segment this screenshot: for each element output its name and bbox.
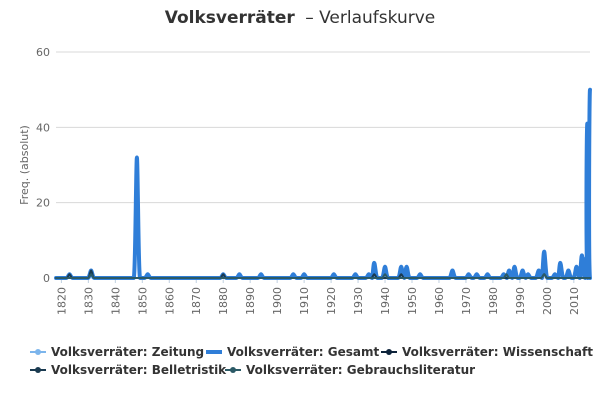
legend-label: Volksverräter: Belletristik (51, 363, 227, 377)
y-tick-label: 0 (43, 272, 50, 285)
x-tick-label: 1930 (352, 287, 365, 315)
legend-label: Volksverräter: Gebrauchsliteratur (246, 363, 475, 377)
x-tick-label: 1950 (406, 287, 419, 315)
x-tick-label: 1920 (325, 287, 338, 315)
legend-item[interactable]: Volksverräter: Zeitung (30, 345, 204, 359)
x-tick-label: 1910 (298, 287, 311, 315)
legend-item[interactable]: Volksverräter: Gebrauchsliteratur (225, 363, 475, 377)
legend-marker (35, 367, 41, 373)
x-tick-label: 1850 (136, 287, 149, 315)
legend-marker (386, 349, 392, 355)
x-tick-label: 1870 (190, 287, 203, 315)
legend: Volksverräter: Zeitung Volksverräter: Ges… (30, 345, 593, 377)
legend-item[interactable]: Volksverräter: Wissenschaft (381, 345, 593, 359)
y-tick-label: 40 (36, 121, 50, 134)
x-axis: 1820 1830 1840 1850 1860 1870 1880 1890 1900 1910… (55, 278, 581, 315)
chart-title-sub: – Verlaufskurve (305, 8, 435, 28)
y-tick-label: 60 (36, 46, 50, 59)
x-tick-label: 1840 (109, 287, 122, 315)
x-tick-label: 1940 (379, 287, 392, 315)
plot-area (54, 87, 592, 280)
x-tick-label: 1970 (460, 287, 473, 315)
x-tick-label: 1990 (514, 287, 527, 315)
y-axis: 0 20 40 60 (36, 46, 50, 285)
x-tick-label: 1890 (244, 287, 257, 315)
x-tick-label: 2010 (568, 287, 581, 315)
x-tick-label: 1830 (82, 287, 95, 315)
legend-item[interactable]: Volksverräter: Gesamt (206, 345, 380, 359)
x-tick-label: 1880 (217, 287, 230, 315)
legend-label: Volksverräter: Wissenschaft (402, 345, 593, 359)
x-tick-label: 1820 (55, 287, 68, 315)
legend-label: Volksverräter: Zeitung (51, 345, 204, 359)
x-tick-label: 1900 (271, 287, 284, 315)
x-tick-label: 2000 (541, 287, 554, 315)
series-line[interactable] (54, 87, 592, 280)
chart-title-main: Volksverräter (165, 8, 296, 28)
legend-label: Volksverräter: Gesamt (227, 345, 380, 359)
legend-marker (35, 349, 41, 355)
x-tick-label: 1860 (163, 287, 176, 315)
legend-marker (230, 367, 236, 373)
y-axis-title: Freq. (absolut) (18, 125, 31, 205)
chart-title: Volksverräter – Verlaufskurve (165, 8, 436, 28)
series-line[interactable] (55, 273, 591, 279)
x-tick-label: 1980 (487, 287, 500, 315)
legend-item[interactable]: Volksverräter: Belletristik (30, 363, 227, 377)
y-tick-label: 20 (36, 197, 50, 210)
x-tick-label: 1960 (433, 287, 446, 315)
